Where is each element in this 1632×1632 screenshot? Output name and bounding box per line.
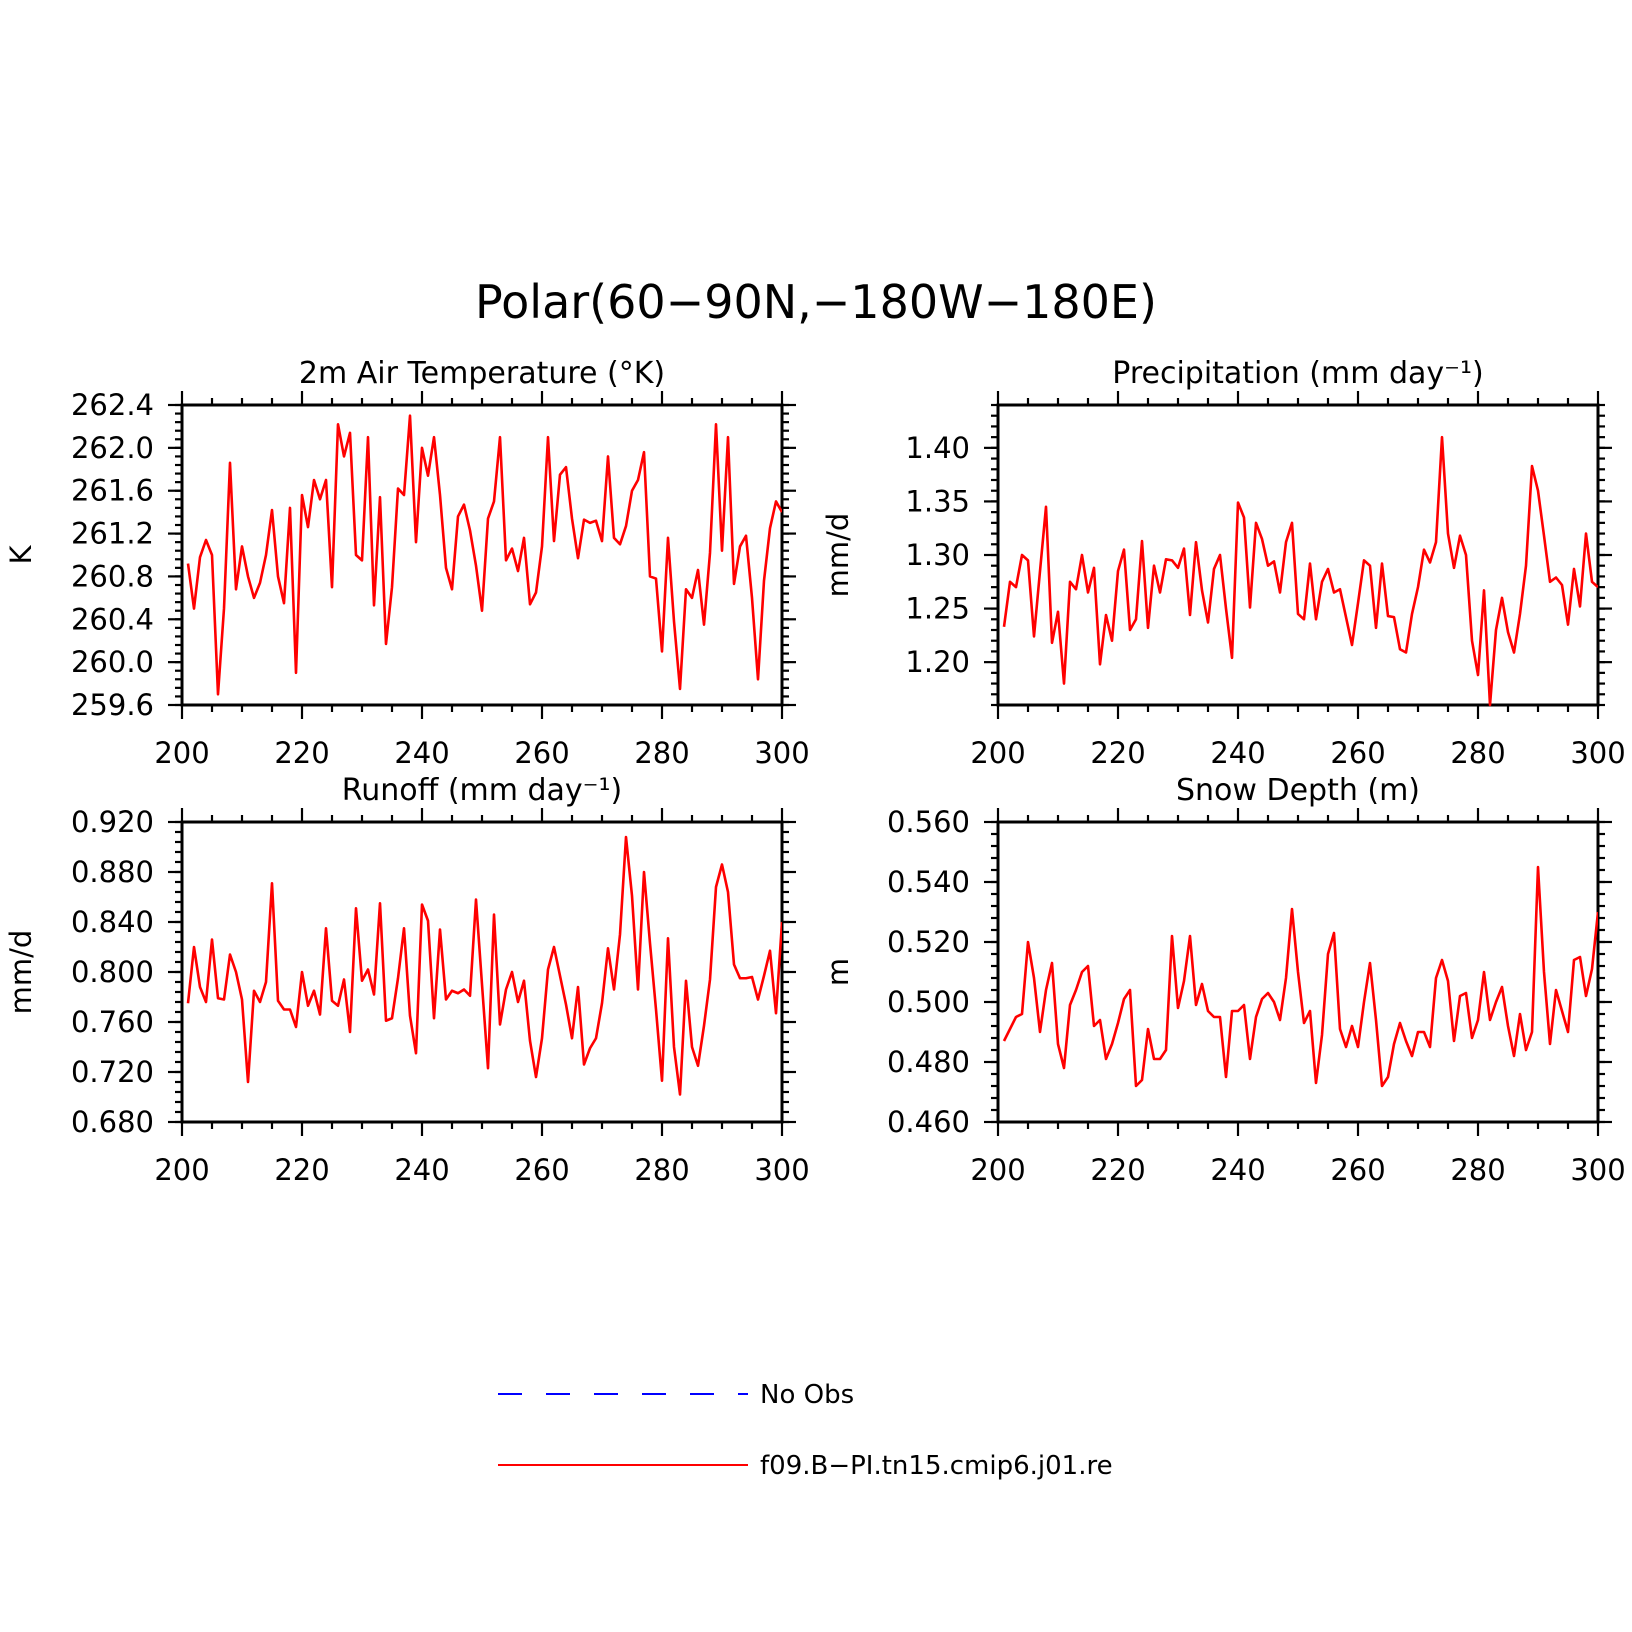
panel-title: Snow Depth (m) — [1176, 773, 1420, 808]
panel-title: 2m Air Temperature (°K) — [299, 356, 665, 391]
y-tick-label: 1.35 — [905, 484, 970, 518]
y-tick-label: 259.6 — [71, 688, 154, 722]
x-tick-label: 280 — [634, 1153, 689, 1187]
x-tick-label: 200 — [970, 736, 1025, 770]
x-tick-label: 200 — [970, 1153, 1025, 1187]
x-tick-label: 220 — [274, 736, 329, 770]
series-line-1 — [1002, 865, 1598, 1088]
y-tick-label: 0.720 — [71, 1055, 154, 1089]
y-tick-label: 261.2 — [71, 517, 154, 551]
x-tick-label: 240 — [1210, 1153, 1265, 1187]
y-tick-label: 1.25 — [905, 592, 970, 626]
y-tick-label: 0.460 — [887, 1105, 970, 1139]
series-line-1 — [1002, 435, 1598, 707]
y-tick-label: 260.8 — [71, 559, 154, 593]
y-axis-label: m — [821, 958, 855, 986]
x-tick-label: 240 — [1210, 736, 1265, 770]
y-tick-label: 0.920 — [71, 805, 154, 839]
y-tick-label: 262.4 — [71, 388, 154, 422]
chart-panel-4: Snow Depth (m) 200 220 240 260 280 300 0.460 0.4… — [821, 773, 1626, 1187]
x-tick-label: 300 — [1570, 1153, 1625, 1187]
y-tick-label: 0.480 — [887, 1045, 970, 1079]
y-tick-label: 261.6 — [71, 474, 154, 508]
y-tick-label: 260.4 — [71, 602, 154, 636]
y-tick-label: 1.30 — [905, 538, 970, 572]
x-tick-label: 260 — [1330, 1153, 1385, 1187]
panel-title: Runoff (mm day⁻¹) — [342, 773, 623, 808]
y-tick-label: 260.0 — [71, 645, 154, 679]
x-tick-label: 200 — [154, 736, 209, 770]
y-tick-label: 0.840 — [71, 905, 154, 939]
y-tick-label: 0.540 — [887, 865, 970, 899]
series-line-1 — [186, 835, 782, 1096]
y-tick-label: 262.0 — [71, 431, 154, 465]
chart-panel-2: Precipitation (mm day⁻¹) 200 220 240 260 280 3… — [821, 356, 1626, 770]
legend: No Obs f09.B−PI.tn15.cmip6.j01.re — [498, 1380, 1113, 1481]
x-tick-label: 280 — [1450, 1153, 1505, 1187]
y-tick-label: 0.520 — [887, 925, 970, 959]
x-tick-label: 240 — [394, 1153, 449, 1187]
y-axis-label: mm/d — [821, 513, 855, 598]
y-tick-label: 0.560 — [887, 805, 970, 839]
y-tick-label: 0.500 — [887, 985, 970, 1019]
x-tick-label: 300 — [754, 736, 809, 770]
y-tick-label: 0.880 — [71, 855, 154, 889]
series-line-1 — [186, 414, 782, 696]
y-tick-label: 1.20 — [905, 645, 970, 679]
x-tick-label: 200 — [154, 1153, 209, 1187]
legend-label: No Obs — [760, 1380, 854, 1410]
x-tick-label: 260 — [514, 736, 569, 770]
panels-group: 2m Air Temperature (°K) 200 220 240 260 280 30… — [4, 356, 1626, 1187]
y-tick-label: 0.760 — [71, 1005, 154, 1039]
x-tick-label: 300 — [754, 1153, 809, 1187]
panel-title: Precipitation (mm day⁻¹) — [1112, 356, 1483, 391]
y-axis-label: mm/d — [4, 930, 38, 1015]
y-tick-label: 0.680 — [71, 1105, 154, 1139]
plot-frame — [180, 403, 784, 707]
y-tick-label: 1.40 — [905, 431, 970, 465]
x-tick-label: 280 — [634, 736, 689, 770]
x-tick-label: 280 — [1450, 736, 1505, 770]
x-tick-label: 220 — [1090, 736, 1145, 770]
x-tick-label: 220 — [1090, 1153, 1145, 1187]
legend-label: f09.B−PI.tn15.cmip6.j01.re — [760, 1451, 1113, 1481]
x-tick-label: 240 — [394, 736, 449, 770]
chart-panel-3: Runoff (mm day⁻¹) 200 220 240 260 280 300 0.680… — [4, 773, 810, 1187]
x-tick-label: 260 — [1330, 736, 1385, 770]
x-tick-label: 220 — [274, 1153, 329, 1187]
y-axis-label: K — [4, 545, 38, 565]
plot-frame — [996, 403, 1600, 707]
x-tick-label: 260 — [514, 1153, 569, 1187]
figure-title: Polar(60−90N,−180W−180E) — [475, 275, 1157, 329]
y-tick-label: 0.800 — [71, 955, 154, 989]
x-tick-label: 300 — [1570, 736, 1625, 770]
chart-panel-1: 2m Air Temperature (°K) 200 220 240 260 280 30… — [4, 356, 810, 770]
